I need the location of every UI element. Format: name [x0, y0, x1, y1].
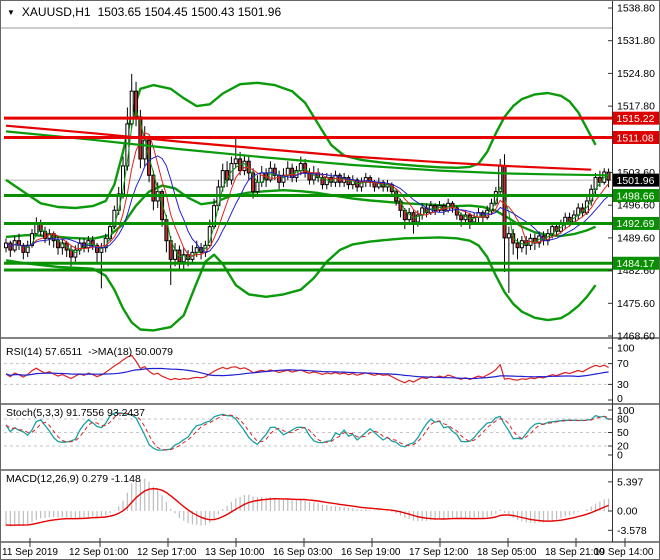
- candle-body: [506, 233, 511, 239]
- candle-body: [320, 177, 325, 186]
- candle-body: [95, 244, 100, 253]
- candle-body: [151, 174, 156, 202]
- candle-body: [160, 191, 165, 221]
- time-label[interactable]: 11 Sep 2019: [2, 547, 58, 558]
- price-badge: [613, 131, 659, 145]
- rsi-ma-line: [5, 367, 609, 380]
- price-badge: [613, 173, 659, 187]
- price-badge-label: 1498.66: [617, 190, 655, 202]
- macd-axis-label: -3.578: [617, 525, 647, 537]
- candle-body: [125, 123, 130, 167]
- fast-ma-blue-line: [5, 155, 609, 253]
- time-label[interactable]: 12 Sep 17:00: [137, 547, 197, 558]
- bollinger-middle-line: [5, 184, 597, 241]
- time-label[interactable]: 18 Sep 21:00: [545, 547, 605, 558]
- stoch-axis-label: 80: [617, 414, 629, 426]
- candle-body: [459, 214, 464, 221]
- price-badge-label: 1515.22: [617, 113, 655, 125]
- price-badge-label: 1484.17: [617, 258, 655, 270]
- candle-body: [21, 244, 26, 253]
- time-label[interactable]: 17 Sep 12:00: [409, 547, 469, 558]
- stoch-axis-label: 100: [617, 405, 635, 417]
- rsi-axis-label: 30: [617, 379, 629, 391]
- rsi-axis-label: 0: [617, 393, 623, 405]
- candle-body: [25, 244, 30, 253]
- candle-body: [129, 90, 134, 125]
- stoch-indicator-label: Stoch(5,3,3) 91.7556 93.2437: [6, 407, 145, 419]
- candle-body: [272, 167, 277, 176]
- candle-body: [34, 223, 39, 235]
- stoch-axis-label: 0: [617, 450, 623, 462]
- candle-body: [324, 177, 329, 186]
- price-tick-label: 1531.80: [617, 35, 655, 47]
- macd-axis-label: 5.397: [617, 476, 643, 488]
- stoch-k-line: [5, 412, 609, 451]
- candle-body: [251, 172, 256, 193]
- price-badge: [613, 256, 659, 270]
- rsi-axis-label: 70: [617, 358, 629, 370]
- candle-body: [454, 207, 459, 216]
- rsi-indicator-label: RSI(14) 57.6511 ->MA(18) 50.0079: [6, 346, 174, 358]
- candle-body: [515, 242, 520, 249]
- time-label[interactable]: 12 Sep 01:00: [69, 547, 129, 558]
- bollinger-lower-line: [5, 236, 597, 332]
- chart-title: ▼ XAUUSD,H1 1503.65 1504.45 1500.43 1501…: [7, 5, 281, 19]
- fast-ma-red-line: [5, 132, 609, 257]
- price-badge-label: 1511.08: [617, 132, 654, 144]
- symbol-label: XAUUSD,H1: [21, 5, 91, 19]
- price-tick-label: 1468.60: [617, 331, 655, 343]
- macd-axis-label: 0.00: [617, 506, 638, 518]
- time-label[interactable]: 13 Sep 10:00: [205, 547, 265, 558]
- macd-signal-line: [5, 488, 609, 526]
- slow-ma-red-line: [5, 124, 592, 171]
- price-tick-label: 1489.60: [617, 232, 655, 244]
- price-badge-label: 1501.96: [617, 175, 655, 187]
- slow-ma-green-line: [5, 130, 609, 177]
- price-badge: [613, 189, 659, 203]
- candle-body: [220, 170, 225, 188]
- time-label[interactable]: 19 Sep 14:00: [594, 547, 654, 558]
- price-tick-label: 1496.60: [617, 200, 655, 212]
- time-label[interactable]: 16 Sep 19:00: [341, 547, 401, 558]
- price-badge-label: 1492.69: [617, 218, 655, 230]
- price-tick-label: 1475.60: [617, 298, 655, 310]
- rsi-line: [5, 354, 609, 384]
- candle-body: [177, 249, 182, 263]
- bollinger-upper-line: [5, 81, 597, 210]
- candle-body: [194, 247, 199, 253]
- ohlc-values: 1503.65 1504.45 1500.43 1501.96: [97, 5, 282, 19]
- candle-body: [450, 202, 455, 209]
- price-tick-label: 1517.80: [617, 101, 655, 113]
- price-badge: [613, 111, 659, 125]
- candle-body: [90, 240, 95, 246]
- candle-body: [433, 205, 438, 211]
- price-tick-label: 1524.80: [617, 68, 655, 80]
- price-tick-label: 1538.80: [617, 3, 655, 15]
- macd-indicator-label: MACD(12,26,9) 0.279 -1.148: [6, 473, 141, 485]
- stoch-axis-label: 50: [617, 427, 629, 439]
- time-label[interactable]: 18 Sep 05:00: [477, 547, 537, 558]
- candle-body: [181, 254, 186, 263]
- stoch-axis-label: 20: [617, 441, 629, 453]
- price-badge: [613, 216, 659, 230]
- candle-body: [73, 249, 78, 258]
- time-label[interactable]: 16 Sep 03:00: [273, 547, 333, 558]
- stoch-d-line: [5, 412, 609, 451]
- candle-body: [298, 163, 303, 172]
- rsi-axis-label: 100: [617, 343, 635, 355]
- candle-body: [233, 158, 238, 165]
- symbol-dropdown-icon[interactable]: ▼: [7, 7, 15, 17]
- candle-body: [337, 174, 342, 183]
- candle-body: [285, 167, 290, 176]
- candle-body: [255, 181, 260, 193]
